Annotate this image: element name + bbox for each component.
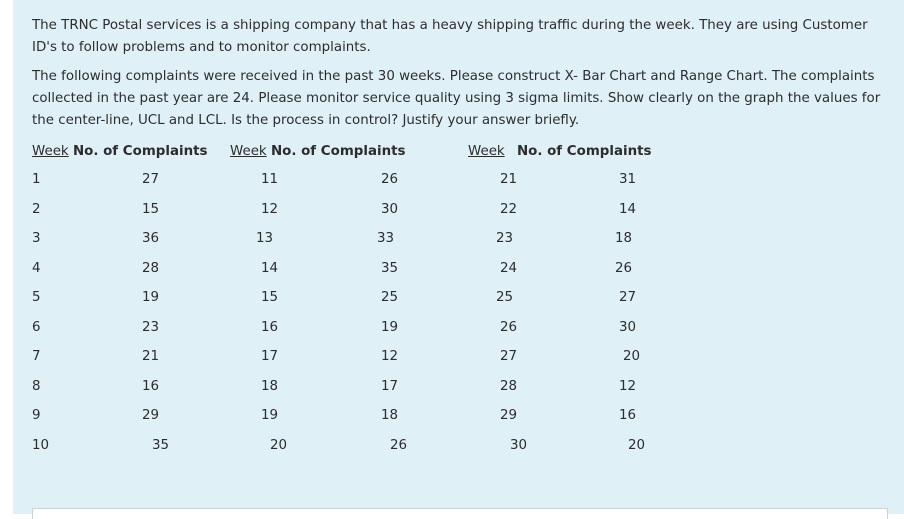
week-number-cell: 2	[32, 202, 41, 217]
week-number-cell: 18	[261, 379, 279, 394]
complaints-value-cell: 21	[142, 349, 160, 364]
week-number-cell: 26	[500, 320, 518, 335]
complaints-value-cell: 12	[381, 349, 399, 364]
complaints-value-cell: 35	[381, 261, 399, 276]
week-number-cell: 4	[32, 261, 41, 276]
week-number-cell: 19	[261, 408, 279, 423]
complaints-value-cell: 27	[142, 172, 160, 187]
complaints-value-cell: 28	[142, 261, 160, 276]
week-number-cell: 8	[32, 379, 41, 394]
complaints-value-cell: 12	[619, 379, 637, 394]
week-number-cell: 30	[510, 438, 528, 453]
complaints-value-cell: 17	[381, 379, 399, 394]
complaints-value-cell: 26	[615, 261, 633, 276]
complaints-value-cell: 18	[381, 408, 399, 423]
week-number-cell: 7	[32, 349, 41, 364]
complaints-value-cell: 19	[381, 320, 399, 335]
week-number-cell: 3	[32, 231, 41, 246]
complaints-value-cell: 26	[381, 172, 399, 187]
week-number-cell: 14	[261, 261, 279, 276]
complaints-value-cell: 23	[142, 320, 160, 335]
week-number-cell: 21	[500, 172, 518, 187]
week-number-cell: 5	[32, 290, 41, 305]
week-number-cell: 25	[496, 290, 514, 305]
complaints-header: No. of Complaints	[270, 144, 406, 159]
week-number-cell: 15	[261, 290, 279, 305]
complaints-value-cell: 19	[142, 290, 160, 305]
week-number-cell: 27	[500, 349, 518, 364]
complaints-value-cell: 33	[377, 231, 395, 246]
complaints-value-cell: 30	[381, 202, 399, 217]
week-number-cell: 10	[32, 438, 50, 453]
week-number-cell: 28	[500, 379, 518, 394]
week-header: Week	[32, 144, 69, 159]
complaints-value-cell: 26	[390, 438, 408, 453]
table-header-group-3: Week No. of Complaints	[468, 141, 651, 163]
week-number-cell: 6	[32, 320, 41, 335]
week-number-cell: 11	[261, 172, 279, 187]
week-number-cell: 1	[32, 172, 41, 187]
table-header-group-1: Week No. of Complaints	[32, 141, 207, 163]
complaints-value-cell: 36	[142, 231, 160, 246]
week-number-cell: 29	[500, 408, 518, 423]
week-number-cell: 12	[261, 202, 279, 217]
complaints-value-cell: 27	[619, 290, 637, 305]
week-number-cell: 16	[261, 320, 279, 335]
week-number-cell: 9	[32, 408, 41, 423]
week-number-cell: 22	[500, 202, 518, 217]
complaints-value-cell: 31	[619, 172, 637, 187]
week-header: Week	[230, 144, 267, 159]
intro-paragraph: The TRNC Postal services is a shipping c…	[32, 18, 868, 55]
complaints-value-cell: 25	[381, 290, 399, 305]
week-number-cell: 17	[261, 349, 279, 364]
complaints-value-cell: 35	[152, 438, 170, 453]
week-number-cell: 24	[500, 261, 518, 276]
week-number-cell: 20	[270, 438, 288, 453]
complaints-value-cell: 20	[628, 438, 646, 453]
week-header: Week	[468, 144, 505, 159]
complaints-value-cell: 18	[615, 231, 633, 246]
complaints-value-cell: 30	[619, 320, 637, 335]
week-number-cell: 13	[256, 231, 274, 246]
complaints-value-cell: 16	[619, 408, 637, 423]
instructions-paragraph: The following complaints were received i…	[32, 69, 881, 128]
complaints-value-cell: 15	[142, 202, 160, 217]
complaints-header: No. of Complaints	[516, 144, 652, 159]
week-number-cell: 23	[496, 231, 514, 246]
complaints-value-cell: 14	[619, 202, 637, 217]
complaints-header: No. of Complaints	[72, 144, 208, 159]
complaints-value-cell: 20	[623, 349, 641, 364]
complaints-value-cell: 16	[142, 379, 160, 394]
table-header-group-2: Week No. of Complaints	[230, 141, 405, 163]
question-panel: The TRNC Postal services is a shipping c…	[13, 0, 904, 519]
complaints-value-cell: 29	[142, 408, 160, 423]
